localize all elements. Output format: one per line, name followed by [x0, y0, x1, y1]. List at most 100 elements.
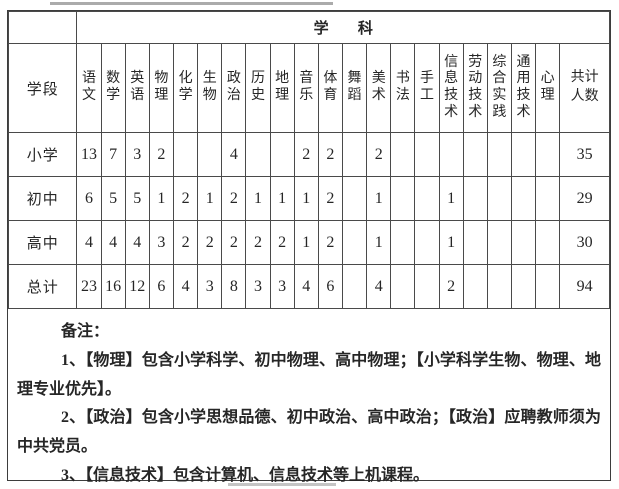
table-cell: 1 — [269, 176, 295, 221]
table-cell: 6 — [76, 176, 102, 221]
table-cell — [414, 132, 440, 177]
scan-artifact-line — [228, 483, 336, 486]
column-header-label: 政治 — [226, 71, 241, 103]
table-sheet: 学 科 学段 语文 数学 英语 物理 化学 生物 政治 历史 地理 音乐 体育 舞蹈 美术 书法 手工 信息技… — [7, 10, 611, 484]
column-header-label: 舞蹈 — [347, 71, 362, 103]
column-header-cell: 共计人数 — [559, 43, 610, 133]
recruitment-table: 学 科 学段 语文 数学 英语 物理 化学 生物 政治 历史 地理 音乐 体育 舞蹈 美术 书法 手工 信息技… — [7, 11, 610, 309]
table-cell — [341, 176, 368, 221]
table-cell: 7 — [100, 132, 126, 177]
column-header-label: 心理 — [540, 71, 555, 103]
table-cell: 2 — [197, 220, 223, 265]
table-cell — [390, 132, 416, 177]
table-cell — [269, 132, 295, 177]
table-cell: 4 — [221, 132, 247, 177]
table-cell: 2 — [172, 220, 199, 265]
column-header-label: 综合实践 — [492, 54, 507, 120]
table-cell: 2 — [221, 176, 247, 221]
table-cell — [414, 264, 440, 309]
column-header-cell: 政治 — [221, 43, 247, 133]
column-header-cell: 心理 — [535, 43, 561, 133]
table-cell: 6 — [148, 264, 175, 309]
table-cell: 2 — [269, 220, 295, 265]
table-cell: 2 — [172, 176, 199, 221]
table-cell: 5 — [124, 176, 150, 221]
table-cell: 6 — [317, 264, 343, 309]
notes-section: 备注： 1、【物理】包含小学科学、初中物理、高中物理；【小学科学生物、物理、地理… — [8, 309, 610, 489]
column-header-label: 手工 — [419, 71, 434, 103]
column-header-row: 学段 语文 数学 英语 物理 化学 生物 政治 历史 地理 音乐 体育 舞蹈 美术 书法 手工 信息技术 劳动技… — [7, 43, 610, 133]
column-header-label: 劳动技术 — [468, 54, 483, 120]
table-cell: 5 — [100, 176, 126, 221]
column-header-label: 物理 — [154, 71, 169, 103]
table-cell: 3 — [148, 220, 175, 265]
table-cell — [462, 176, 488, 221]
table-cell: 3 — [269, 264, 295, 309]
row-label: 总计 — [7, 264, 78, 309]
column-header-cell: 手工 — [414, 43, 440, 133]
table-cell — [462, 220, 488, 265]
table-cell: 2 — [366, 132, 392, 177]
column-header-label: 美术 — [371, 71, 386, 103]
column-header-cell: 地理 — [269, 43, 295, 133]
table-cell: 30 — [559, 220, 610, 265]
column-header-cell: 信息技术 — [438, 43, 464, 133]
table-cell: 1 — [197, 176, 223, 221]
column-header-cell: 音乐 — [293, 43, 319, 133]
table-cell: 1 — [148, 176, 175, 221]
column-header-label: 信息技术 — [444, 54, 459, 120]
table-cell — [535, 220, 561, 265]
column-header-label: 语文 — [82, 71, 96, 103]
column-header-cell: 书法 — [390, 43, 416, 133]
column-header-label: 历史 — [250, 71, 265, 103]
table-cell — [462, 132, 488, 177]
table-cell: 2 — [317, 220, 343, 265]
row-label: 小学 — [7, 132, 78, 177]
column-header-cell: 通用技术 — [510, 43, 537, 133]
table-cell: 94 — [559, 264, 610, 309]
table-cell — [390, 176, 416, 221]
column-header-cell: 美术 — [366, 43, 392, 133]
table-body: 小学 13 7 3 2 4 2 2 2 35 初中 6 5 5 1 2 1 2 1 1 1 2 1 1 29 高中 4 4 4 3 2 2 2 2… — [7, 132, 610, 309]
column-header-label: 地理 — [275, 71, 290, 103]
table-cell: 4 — [366, 264, 392, 309]
column-header-label: 数学 — [106, 71, 121, 103]
table-cell: 2 — [245, 220, 271, 265]
stage-header-cell: 学段 — [7, 43, 78, 133]
table-cell: 2 — [148, 132, 175, 177]
note-item: 2、【政治】包含小学思想品德、初中政治、高中政治；【政治】应聘教师须为中共党员。 — [17, 409, 601, 456]
table-cell: 12 — [124, 264, 150, 309]
table-cell: 3 — [245, 264, 271, 309]
column-header-cell: 化学 — [172, 43, 199, 133]
table-cell: 3 — [124, 132, 150, 177]
column-header-label: 英语 — [130, 71, 145, 103]
notes-title: 备注： — [61, 323, 110, 340]
subject-banner-row: 学 科 — [7, 11, 610, 44]
table-cell — [535, 264, 561, 309]
table-row: 初中 6 5 5 1 2 1 2 1 1 1 2 1 1 29 — [7, 176, 610, 221]
table-cell — [486, 220, 512, 265]
table-cell: 1 — [438, 176, 464, 221]
table-cell — [486, 176, 512, 221]
table-cell — [341, 132, 368, 177]
table-cell: 3 — [197, 264, 223, 309]
table-cell — [535, 132, 561, 177]
table-cell — [510, 220, 537, 265]
table-cell — [486, 132, 512, 177]
table-cell — [414, 176, 440, 221]
column-header-cell: 数学 — [100, 43, 126, 133]
table-cell: 2 — [317, 132, 343, 177]
table-cell — [172, 132, 199, 177]
note-item: 1、【物理】包含小学科学、初中物理、高中物理；【小学科学生物、物理、地理专业优先… — [17, 351, 601, 398]
table-cell — [486, 264, 512, 309]
table-cell — [510, 176, 537, 221]
row-label: 高中 — [7, 220, 78, 265]
table-cell — [535, 176, 561, 221]
table-cell: 35 — [559, 132, 610, 177]
table-cell — [414, 220, 440, 265]
table-cell: 8 — [221, 264, 247, 309]
table-cell — [245, 132, 271, 177]
row-label: 初中 — [7, 176, 78, 221]
table-cell — [462, 264, 488, 309]
table-cell: 4 — [172, 264, 199, 309]
